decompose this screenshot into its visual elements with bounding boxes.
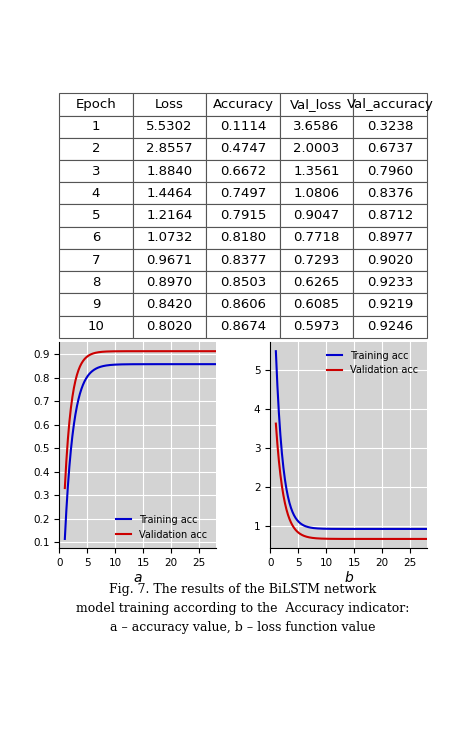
Legend: Training acc, Validation acc: Training acc, Validation acc [112, 511, 211, 543]
X-axis label: a: a [133, 571, 142, 585]
X-axis label: b: b [344, 571, 353, 585]
Legend: Training acc, Validation acc: Training acc, Validation acc [323, 346, 422, 379]
Text: Fig. 7. The results of the BiLSTM network
model training according to the  Accur: Fig. 7. The results of the BiLSTM networ… [76, 583, 410, 634]
